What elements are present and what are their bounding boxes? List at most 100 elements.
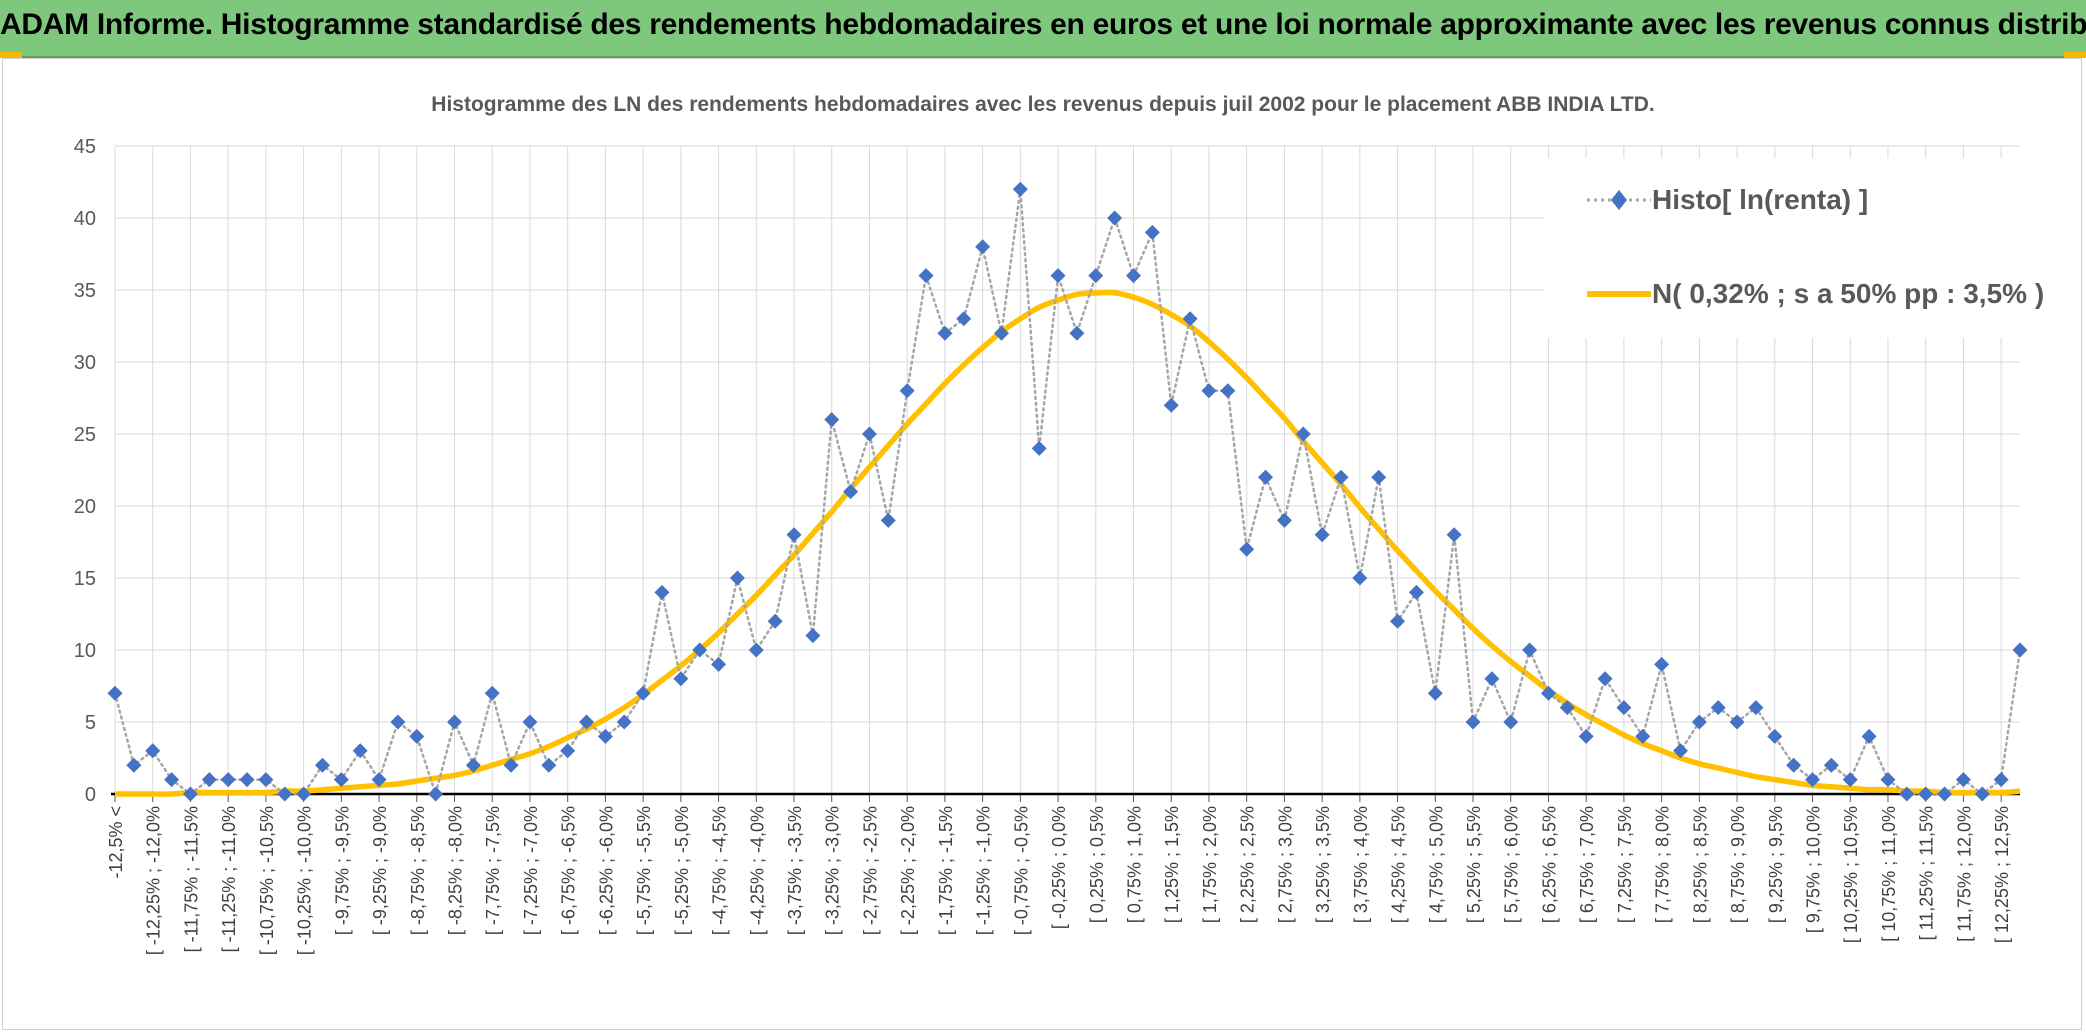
y-tick-label: 0 [85, 784, 96, 806]
x-tick-label: [ 8,75% ; 9,0% [1728, 806, 1748, 923]
legend-background [1545, 158, 2025, 338]
x-tick-label: [ 3,75% ; 4,0% [1351, 806, 1371, 923]
histogram-point [1503, 714, 1519, 730]
banner-corner-left [0, 52, 22, 58]
histogram-point [447, 714, 463, 730]
histogram-point [1390, 613, 1406, 629]
histogram-point [1371, 469, 1387, 485]
x-tick-label: [ -2,25% ; -2,0% [898, 806, 918, 935]
histogram-point [1974, 786, 1990, 802]
histogram-point [635, 685, 651, 701]
y-tick-label: 30 [74, 352, 96, 374]
y-tick-label: 40 [74, 208, 96, 230]
histogram-point [2012, 642, 2028, 658]
x-tick-label: [ 8,25% ; 8,5% [1690, 806, 1710, 923]
histogram-point [1842, 772, 1858, 788]
histogram-point [748, 642, 764, 658]
histogram-point [616, 714, 632, 730]
histogram-point [1012, 181, 1028, 197]
x-tick-label: [ -10,25% ; -10,0% [295, 806, 315, 955]
histogram-point [239, 772, 255, 788]
y-tick-label: 35 [74, 280, 96, 302]
histogram-point [1861, 728, 1877, 744]
histogram-point [1295, 426, 1311, 442]
histogram-point [1918, 786, 1934, 802]
chart-title: Histogramme des LN des rendements hebdom… [431, 93, 1654, 116]
x-tick-label: [ -0,75% ; -0,5% [1011, 806, 1031, 935]
x-tick-label: [ 6,75% ; 7,0% [1577, 806, 1597, 923]
histogram-point [1352, 570, 1368, 586]
histogram-point [277, 786, 293, 802]
histogram-point [786, 527, 802, 543]
histogram-point [560, 743, 576, 759]
x-tick-label: [ -11,75% ; -11,5% [181, 806, 201, 952]
x-tick-label: [ 11,75% ; 12,0% [1954, 806, 1974, 942]
histogram-point [503, 757, 519, 773]
histogram-point [1201, 383, 1217, 399]
histogram-point [1220, 383, 1236, 399]
histogram-point [843, 484, 859, 500]
horizontal-gridlines [115, 145, 2020, 723]
histogram-point [937, 325, 953, 341]
histogram-point [729, 570, 745, 586]
histogram-point [1446, 527, 1462, 543]
x-tick-label: [ 7,25% ; 7,5% [1615, 806, 1635, 923]
histogram-point [1107, 210, 1123, 226]
x-tick-label: [ 0,75% ; 1,0% [1125, 806, 1145, 923]
x-tick-label: [ -3,75% ; -3,5% [785, 806, 805, 935]
histogram-point [1823, 757, 1839, 773]
y-tick-label: 20 [74, 496, 96, 518]
x-tick-label: -12,5% < [106, 806, 126, 879]
x-tick-label: [ -6,25% ; -6,0% [596, 806, 616, 935]
histogram-point [861, 426, 877, 442]
x-tick-label: [ 1,75% ; 2,0% [1200, 806, 1220, 923]
x-tick-label: [ 3,25% ; 3,5% [1313, 806, 1333, 923]
histogram-point [1616, 700, 1632, 716]
histogram-point [1672, 743, 1688, 759]
histogram-point [296, 786, 312, 802]
histogram-point [107, 685, 123, 701]
histogram-point [428, 786, 444, 802]
x-tick-label: [ 10,75% ; 11,0% [1879, 806, 1899, 942]
histogram-point [1540, 685, 1556, 701]
histogram-point [465, 757, 481, 773]
histogram-point [314, 757, 330, 773]
histogram-point [522, 714, 538, 730]
histogram-point [579, 714, 595, 730]
x-tick-label: [ 10,25% ; 10,5% [1841, 806, 1861, 943]
histogram-point [201, 772, 217, 788]
histogram-point [1710, 700, 1726, 716]
legend-histo-diamond-icon [1611, 190, 1627, 210]
histogram-point [1767, 728, 1783, 744]
x-tick-label: [ 6,25% ; 6,5% [1539, 806, 1559, 923]
histogram-point [1654, 656, 1670, 672]
histogram-point [258, 772, 274, 788]
histogram-point [993, 325, 1009, 341]
y-axis-ticks: 0 5 10 15 20 25 30 35 40 45 [74, 136, 96, 806]
histogram-point [1729, 714, 1745, 730]
x-tick-label: [ -1,75% ; -1,5% [936, 806, 956, 935]
histogram-point [371, 772, 387, 788]
y-tick-label: 15 [74, 568, 96, 590]
histogram-point [1786, 757, 1802, 773]
histogram-point [352, 743, 368, 759]
histogram-point [1880, 772, 1896, 788]
x-tick-label: [ -12,25% ; -12,0% [144, 806, 164, 955]
histogram-point [805, 628, 821, 644]
x-tick-label: [ 5,25% ; 5,5% [1464, 806, 1484, 923]
x-tick-label: [ 5,75% ; 6,0% [1502, 806, 1522, 923]
x-tick-label: [ -7,75% ; -7,5% [483, 806, 503, 935]
x-tick-label: [ 9,75% ; 10,0% [1804, 806, 1824, 933]
x-tick-label: [ -2,75% ; -2,5% [860, 806, 880, 935]
histogram-point [541, 757, 557, 773]
x-tick-label: [ 2,75% ; 3,0% [1275, 806, 1295, 923]
y-tick-label: 45 [74, 136, 96, 158]
x-tick-label: [ -5,25% ; -5,0% [672, 806, 692, 935]
x-tick-label: [ 11,25% ; 11,5% [1917, 806, 1937, 940]
x-tick-label: [ 4,25% ; 4,5% [1389, 806, 1409, 923]
x-tick-label: [ -6,75% ; -6,5% [559, 806, 579, 935]
histogram-point [597, 728, 613, 744]
x-tick-label: [ 2,25% ; 2,5% [1238, 806, 1258, 923]
x-tick-label: [ -5,75% ; -5,5% [634, 806, 654, 935]
legend-histo-label: Histo[ ln(renta) ] [1652, 184, 1868, 215]
